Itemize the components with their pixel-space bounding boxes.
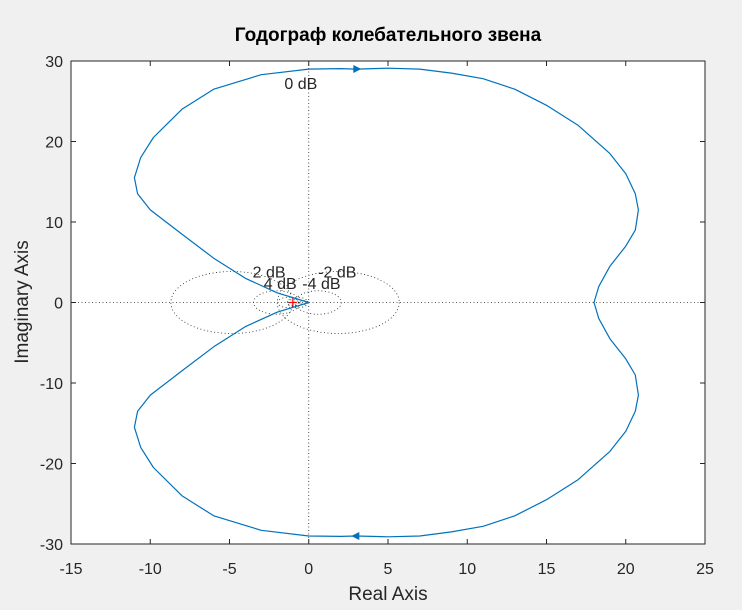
db-label: 2 dB	[253, 265, 286, 282]
x-tick-label: -5	[222, 561, 236, 578]
db-label: 4 dB	[264, 276, 297, 293]
grid-m-circle	[294, 290, 342, 315]
db-label: 0 dB	[284, 76, 317, 93]
direction-arrow	[351, 531, 360, 540]
y-tick-label: -30	[40, 537, 63, 554]
grid-m-circle	[286, 299, 299, 306]
x-tick-label: 10	[458, 561, 476, 578]
x-tick-label: -15	[59, 561, 82, 578]
y-tick-label: -20	[40, 457, 63, 474]
x-tick-label: 0	[304, 561, 313, 578]
db-label: -2 dB	[318, 265, 356, 282]
x-tick-label: 25	[696, 561, 714, 578]
y-tick-label: 10	[45, 215, 63, 232]
axis-ticks: -15 -10 -5 0 5 10 15 20 25 -30 -20 -10 0 10 20 30	[40, 54, 714, 578]
y-tick-label: 20	[45, 135, 63, 152]
y-tick-label: 0	[54, 296, 63, 313]
direction-arrow	[353, 65, 362, 74]
grid-m-circle	[276, 271, 400, 334]
plot-area: 0 dB 2 dB -2 dB 4 dB -4 dB	[71, 61, 705, 544]
x-tick-label: 5	[384, 561, 393, 578]
db-label: -4 dB	[302, 276, 340, 293]
y-tick-label: 30	[45, 54, 63, 71]
chart-title: Годограф колебательного звена	[235, 25, 542, 46]
grid-m-circle	[253, 290, 301, 315]
x-tick-label: 15	[538, 561, 556, 578]
y-axis-label: Imaginary Axis	[12, 240, 33, 364]
x-tick-label: 20	[617, 561, 635, 578]
nyquist-curve	[133, 67, 639, 538]
x-tick-label: -10	[139, 561, 162, 578]
y-tick-label: -10	[40, 376, 63, 393]
x-axis-label: Real Axis	[348, 584, 427, 605]
